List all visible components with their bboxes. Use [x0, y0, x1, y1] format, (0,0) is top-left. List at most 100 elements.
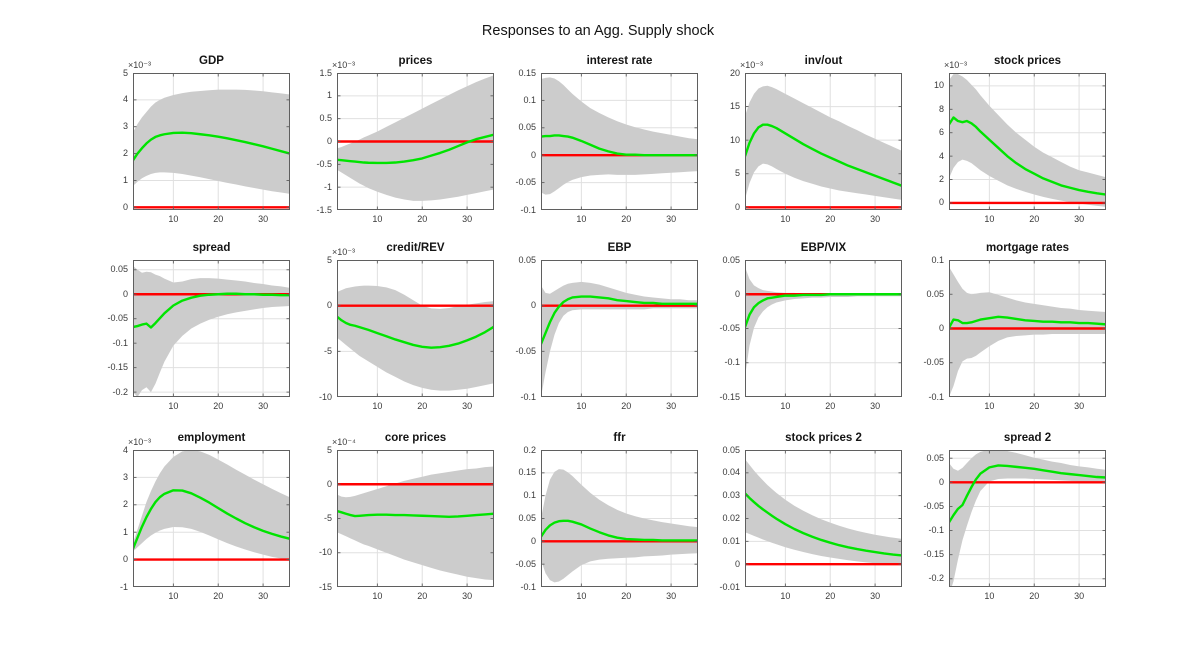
subplot-credit-rev: credit/REV ×10⁻³ -10 -5 0 5 10 20 30 — [319, 242, 494, 411]
y-tick-label: 0.05 — [722, 444, 740, 455]
subplot-mortgage-rates: mortgage rates -0.1 -0.05 0 0.05 0.1 10 20 30 — [923, 242, 1106, 411]
x-tick-label: 10 — [372, 401, 383, 411]
confidence-band — [541, 281, 698, 397]
x-tick-label: 20 — [825, 214, 836, 224]
axis-exponent-label: ×10⁻³ — [128, 60, 152, 70]
response-line — [745, 492, 902, 557]
y-tick-label: 0 — [734, 558, 740, 569]
y-tick-label: 5 — [326, 444, 332, 455]
response-line — [133, 292, 290, 329]
subplot-title: stock prices — [993, 55, 1062, 67]
plot-area — [949, 73, 1106, 210]
subplot-stock-prices: stock prices ×10⁻³ 0 2 4 6 8 10 10 20 30 — [934, 55, 1106, 224]
subplot-prices: prices ×10⁻³ -1.5 -1 -0.5 0 0.5 1 1.5 10 20 30 — [316, 55, 494, 224]
x-tick-label: 10 — [984, 591, 995, 601]
plot-area — [745, 260, 902, 397]
y-tick-label: -5 — [323, 513, 332, 523]
x-tick-label: 30 — [870, 401, 881, 411]
x-tick-label: 20 — [417, 591, 428, 601]
y-tick-label: 0.15 — [518, 67, 536, 78]
y-tick-label: 0 — [734, 288, 740, 299]
subplot-gdp: GDP ×10⁻³ 0 1 2 3 4 5 10 20 30 — [123, 55, 290, 224]
y-tick-label: -0.15 — [107, 362, 128, 373]
y-tick-label: -0.01 — [719, 581, 740, 592]
response-line — [949, 464, 1106, 524]
x-tick-label: 10 — [372, 591, 383, 601]
axes-box — [949, 73, 1106, 210]
response-line — [337, 315, 494, 349]
plot-area — [133, 260, 290, 397]
y-tick-label: 5 — [734, 168, 740, 179]
subplot-stock-prices-2: stock prices 2 -0.01 0 0.01 0.02 0.03 0.04 0.05… — [719, 432, 902, 601]
response-line — [133, 489, 290, 550]
axes-box — [949, 450, 1106, 587]
y-tick-label: -0.1 — [724, 357, 740, 368]
y-tick-label: 0 — [734, 201, 740, 212]
confidence-band — [745, 459, 902, 566]
y-tick-label: 4 — [122, 94, 128, 105]
y-tick-label: 0.1 — [523, 490, 536, 501]
x-tick-label: 20 — [1029, 214, 1040, 224]
x-tick-label: 30 — [870, 591, 881, 601]
axes-box — [541, 73, 698, 210]
y-tick-label: 2 — [122, 148, 128, 159]
x-tick-label: 30 — [258, 591, 269, 601]
y-tick-label: -10 — [318, 391, 332, 402]
subplot-title: mortgage rates — [985, 242, 1070, 254]
x-tick-label: 10 — [780, 214, 791, 224]
response-line — [133, 131, 290, 162]
x-tick-label: 20 — [213, 591, 224, 601]
response-line — [745, 293, 902, 329]
plot-area — [133, 450, 290, 587]
axes-box — [541, 260, 698, 397]
x-tick-label: 20 — [825, 401, 836, 411]
plot-area — [745, 73, 902, 210]
confidence-band — [133, 265, 290, 397]
subplot-title: EBP — [607, 242, 632, 254]
axes-box — [133, 260, 290, 397]
x-tick-label: 10 — [372, 214, 383, 224]
x-tick-label: 30 — [870, 214, 881, 224]
subplot-title: core prices — [384, 432, 447, 444]
y-tick-label: -0.05 — [923, 500, 944, 511]
y-tick-label: -0.1 — [520, 391, 536, 402]
x-tick-label: 30 — [1074, 401, 1085, 411]
x-tick-label: 30 — [462, 214, 473, 224]
axis-exponent-label: ×10⁻³ — [332, 247, 356, 257]
confidence-band — [337, 466, 494, 581]
y-tick-label: 4 — [938, 150, 944, 161]
subplot-title: inv/out — [804, 55, 843, 67]
x-tick-label: 10 — [168, 401, 179, 411]
y-tick-label: 0.15 — [518, 467, 536, 478]
x-tick-label: 20 — [417, 214, 428, 224]
response-line — [541, 134, 698, 157]
y-tick-label: -0.2 — [928, 573, 944, 584]
subplot-title: spread — [192, 242, 231, 254]
y-tick-label: -1 — [323, 181, 332, 192]
y-tick-label: -10 — [318, 547, 332, 558]
y-tick-label: 0.04 — [722, 467, 740, 478]
x-tick-label: 20 — [213, 401, 224, 411]
y-tick-label: 0 — [938, 323, 944, 333]
subplot-title: employment — [177, 432, 246, 444]
x-tick-label: 20 — [417, 401, 428, 411]
x-tick-label: 10 — [984, 401, 995, 411]
plot-area — [337, 73, 494, 210]
y-tick-label: -1 — [119, 581, 128, 592]
x-tick-label: 30 — [1074, 591, 1085, 601]
subplot-title: EBP/VIX — [800, 242, 847, 254]
axis-exponent-label: ×10⁻³ — [332, 60, 356, 70]
x-tick-label: 20 — [1029, 401, 1040, 411]
plot-area — [133, 73, 290, 210]
x-tick-label: 30 — [258, 401, 269, 411]
y-tick-label: 0.1 — [931, 254, 944, 265]
y-tick-label: 0.2 — [523, 444, 536, 455]
axis-exponent-label: ×10⁻⁴ — [332, 437, 356, 447]
y-tick-label: -0.1 — [928, 525, 944, 536]
x-tick-label: 30 — [666, 591, 677, 601]
x-tick-label: 30 — [1074, 214, 1085, 224]
axes-box — [337, 260, 494, 397]
y-tick-label: 3 — [122, 121, 128, 132]
confidence-band — [133, 89, 290, 194]
subplot-title: ffr — [613, 432, 626, 444]
